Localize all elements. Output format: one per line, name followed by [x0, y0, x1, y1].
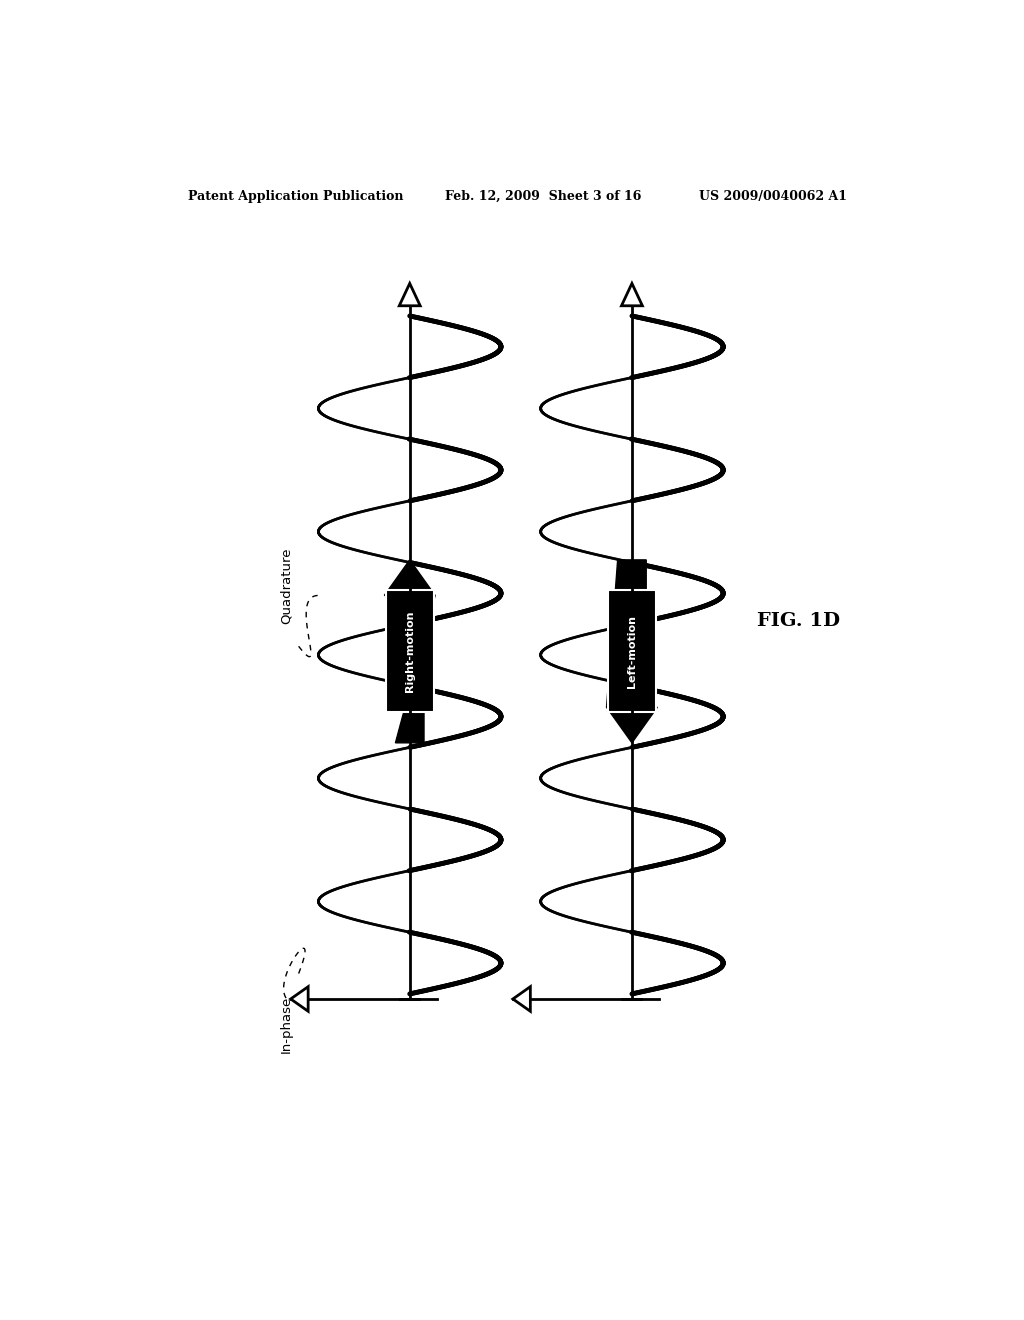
Polygon shape — [399, 284, 420, 306]
Text: US 2009/0040062 A1: US 2009/0040062 A1 — [699, 190, 848, 202]
Text: FIG. 1D: FIG. 1D — [757, 612, 840, 630]
Polygon shape — [622, 284, 642, 306]
Polygon shape — [384, 560, 435, 743]
Polygon shape — [291, 986, 308, 1011]
Text: In-phase: In-phase — [281, 995, 293, 1053]
FancyBboxPatch shape — [386, 590, 433, 713]
Text: Feb. 12, 2009  Sheet 3 of 16: Feb. 12, 2009 Sheet 3 of 16 — [445, 190, 642, 202]
Polygon shape — [513, 986, 530, 1011]
Polygon shape — [606, 560, 657, 743]
FancyBboxPatch shape — [608, 590, 655, 713]
Text: Right-motion: Right-motion — [404, 611, 415, 692]
Text: Left-motion: Left-motion — [627, 615, 637, 688]
Text: Quadrature: Quadrature — [281, 546, 293, 623]
Text: Patent Application Publication: Patent Application Publication — [187, 190, 403, 202]
